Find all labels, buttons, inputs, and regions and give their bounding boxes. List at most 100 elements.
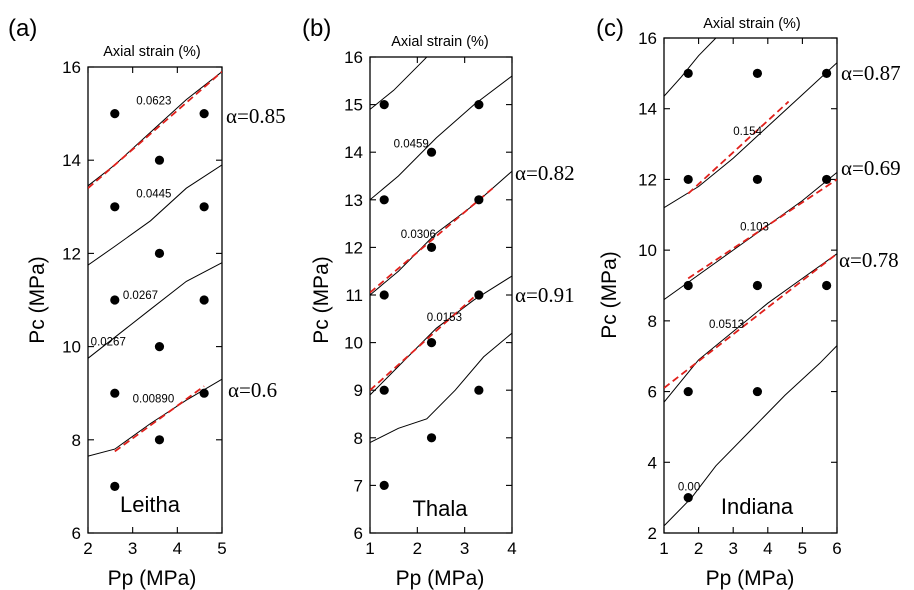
- y-tick-label: 6: [354, 524, 363, 543]
- x-tick-label: 1: [659, 539, 668, 558]
- strain-contour: [88, 378, 222, 457]
- strain-contour: [664, 38, 717, 97]
- x-tick-label: 2: [413, 539, 422, 558]
- data-point: [199, 295, 209, 305]
- panel-label: (b): [302, 15, 331, 42]
- contour-label: 0.0153: [427, 312, 462, 324]
- y-tick-label: 14: [344, 143, 363, 162]
- alpha-label: α=0.69: [841, 156, 901, 180]
- alpha-label: α=0.82: [515, 161, 575, 185]
- panel-label: (c): [596, 15, 624, 42]
- y-tick-label: 16: [638, 29, 657, 48]
- y-tick-label: 7: [354, 476, 363, 495]
- rock-name-label: Indiana: [721, 494, 794, 519]
- y-tick-label: 10: [62, 338, 81, 357]
- data-point: [426, 338, 437, 348]
- x-tick-label: 1: [365, 539, 374, 558]
- axial-strain-label: Axial strain (%): [103, 44, 201, 60]
- alpha-fit-line: [370, 187, 494, 294]
- alpha-fit-line: [114, 385, 205, 453]
- y-axis-label: Pc (MPa): [310, 256, 333, 344]
- y-axis-label: Pc (MPa): [26, 256, 49, 344]
- axial-strain-label: Axial strain (%): [391, 34, 489, 50]
- alpha-label: α=0.85: [226, 104, 286, 128]
- data-point: [752, 280, 763, 291]
- y-tick-label: 4: [648, 453, 657, 472]
- data-point: [110, 295, 120, 305]
- x-tick-label: 5: [798, 539, 807, 558]
- y-tick-label: 9: [354, 381, 363, 400]
- data-point: [683, 493, 693, 503]
- alpha-fit-line: [687, 100, 790, 195]
- contour-label: 0.0267: [91, 337, 126, 349]
- data-point: [683, 280, 693, 291]
- contour-label: 0.0306: [401, 229, 436, 241]
- alpha-fit-line: [687, 178, 837, 280]
- data-point: [110, 202, 120, 212]
- strain-contour: [370, 332, 512, 444]
- data-point: [110, 481, 120, 491]
- y-tick-label: 2: [648, 524, 657, 543]
- strain-contour: [370, 57, 428, 110]
- y-tick-label: 10: [344, 334, 363, 353]
- data-point: [154, 435, 165, 445]
- contour-label: 0.0459: [394, 138, 429, 150]
- data-point: [683, 68, 693, 78]
- x-axis-label: Pp (MPa): [108, 567, 197, 590]
- data-point: [110, 388, 120, 398]
- contour-label: 0.0623: [136, 95, 171, 107]
- x-tick-label: 3: [460, 539, 469, 558]
- y-tick-label: 12: [344, 238, 363, 257]
- contour-label: 0.103: [740, 222, 769, 234]
- data-point: [474, 290, 484, 300]
- strain-contour: [88, 262, 222, 359]
- strain-contour: [370, 275, 512, 396]
- data-point: [110, 109, 120, 119]
- y-tick-label: 15: [344, 96, 363, 115]
- rock-name-label: Thala: [412, 496, 468, 521]
- data-point: [822, 174, 832, 185]
- x-tick-label: 4: [763, 539, 772, 558]
- axial-strain-label: Axial strain (%): [703, 16, 801, 32]
- alpha-fit-line: [88, 71, 222, 189]
- contour-label: 0.154: [733, 126, 762, 138]
- data-point: [474, 100, 484, 110]
- y-tick-label: 14: [62, 151, 81, 170]
- data-point: [683, 386, 693, 397]
- y-tick-label: 13: [344, 191, 363, 210]
- data-point: [379, 100, 389, 110]
- y-tick-label: 16: [62, 58, 81, 77]
- alpha-label: α=0.78: [839, 248, 899, 272]
- y-tick-label: 8: [648, 312, 657, 331]
- y-axis-label: Pc (MPa): [598, 251, 621, 339]
- data-point: [379, 385, 389, 395]
- panel-2: 1 2 3 46789101112131415160.04590.03060.0153…: [302, 15, 575, 590]
- alpha-fit-line: [664, 252, 837, 389]
- data-point: [199, 388, 209, 398]
- data-point: [822, 280, 832, 291]
- alpha-label: α=0.91: [515, 283, 575, 307]
- y-tick-label: 12: [638, 170, 657, 189]
- y-tick-label: 11: [345, 286, 363, 305]
- alpha-label: α=0.6: [228, 378, 277, 402]
- contour-label: 0.0267: [123, 290, 158, 302]
- rock-name-label: Leitha: [120, 492, 181, 517]
- data-point: [379, 480, 389, 490]
- panel-3: 1 2 3 4 5 62468101214160.1540.1030.05130.00α=…: [596, 15, 901, 590]
- plot-frame: [663, 37, 838, 534]
- x-axis-label: Pp (MPa): [706, 567, 795, 590]
- contour-label: 0.00890: [133, 394, 175, 406]
- data-point: [474, 195, 484, 205]
- panel-label: (a): [8, 15, 37, 42]
- data-point: [199, 202, 209, 212]
- x-axis-label: Pp (MPa): [396, 567, 485, 590]
- strain-contour: [664, 253, 837, 403]
- panel-1: 2 3 4 5 6 8 10 12 14 16 0.0623 0.0445 0.0267 0.0267 0.…: [8, 15, 286, 590]
- data-point: [822, 68, 832, 78]
- data-point: [426, 433, 437, 443]
- x-tick-label: 2: [83, 539, 92, 558]
- data-point: [379, 195, 389, 205]
- y-tick-label: 16: [344, 48, 363, 67]
- data-point: [474, 385, 484, 395]
- data-point: [683, 174, 693, 185]
